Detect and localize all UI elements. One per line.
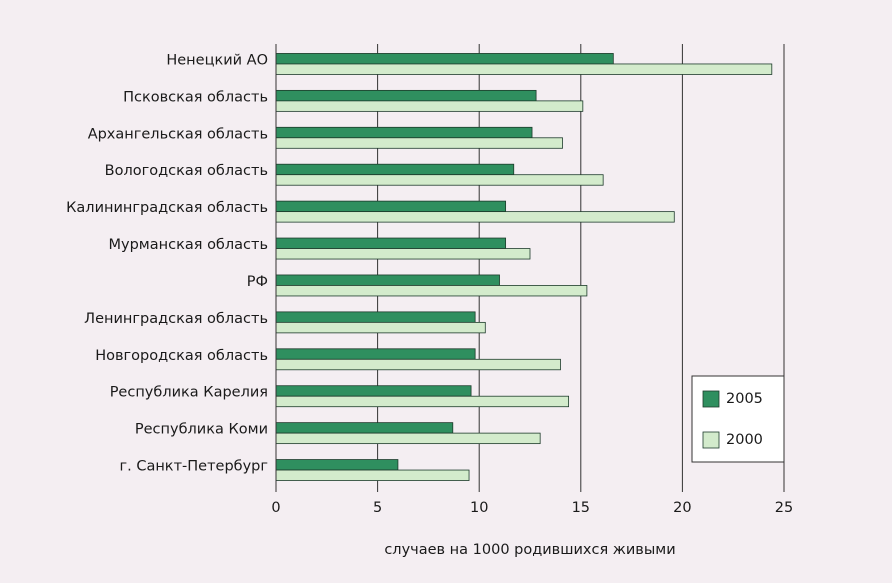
y-tick-label: Ненецкий АО: [166, 52, 268, 68]
bar: [275, 248, 531, 260]
bar: [275, 422, 454, 434]
y-tick-label: Мурманская область: [109, 237, 268, 253]
bar: [275, 459, 399, 471]
bar: [275, 126, 533, 139]
y-tick-label: г. Санкт-Петербург: [119, 459, 268, 475]
bar: [275, 211, 675, 223]
x-tick-label: 5: [373, 500, 382, 516]
bar: [275, 63, 773, 75]
y-tick-label: Архангельская область: [88, 126, 268, 142]
bar: [275, 311, 476, 323]
x-tick-label: 0: [271, 500, 280, 516]
legend-label: 2005: [726, 391, 763, 407]
y-tick-label: Ленинградская область: [84, 311, 268, 327]
bar: [275, 237, 507, 249]
bar: [275, 348, 476, 360]
y-tick-label: Калининградская область: [66, 200, 268, 216]
bar: [275, 385, 472, 397]
bar: [275, 395, 570, 408]
bar: [275, 200, 507, 213]
y-tick-label: РФ: [247, 274, 268, 290]
x-tick-label: 25: [775, 500, 793, 516]
bar: [275, 53, 614, 65]
y-tick-label: Новгородская область: [95, 348, 268, 364]
y-tick-label: Псковская область: [123, 89, 268, 105]
bar: [275, 137, 563, 149]
legend-swatch: [702, 431, 720, 449]
legend-swatch: [702, 390, 720, 408]
bar: [275, 285, 588, 297]
bar: [275, 432, 541, 445]
x-axis-label: случаев на 1000 родившихся живыми: [384, 542, 675, 558]
x-tick-label: 10: [470, 500, 488, 516]
bar: [275, 100, 584, 112]
x-tick-label: 15: [572, 500, 590, 516]
x-tick-label: 20: [673, 500, 691, 516]
bar: [275, 274, 500, 286]
legend-label: 2000: [726, 432, 763, 448]
bar: [275, 163, 515, 176]
bar: [275, 358, 561, 371]
y-tick-label: Республика Карелия: [110, 385, 268, 401]
bar: [275, 469, 470, 481]
bar: [275, 174, 604, 186]
bar: [275, 321, 486, 334]
bar: [275, 89, 537, 102]
y-tick-label: Республика Коми: [135, 422, 268, 438]
legend-box: [691, 375, 785, 463]
y-tick-label: Вологодская область: [105, 163, 268, 179]
